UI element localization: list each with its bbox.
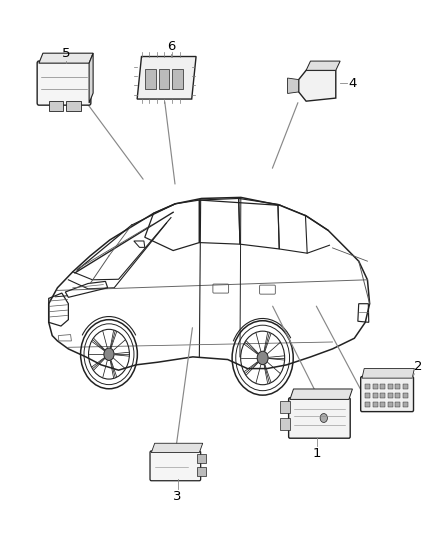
FancyBboxPatch shape — [388, 384, 393, 390]
FancyBboxPatch shape — [66, 101, 81, 111]
FancyBboxPatch shape — [380, 402, 385, 407]
Polygon shape — [137, 56, 196, 99]
FancyBboxPatch shape — [150, 451, 201, 481]
FancyBboxPatch shape — [197, 467, 206, 475]
Polygon shape — [306, 61, 340, 70]
FancyBboxPatch shape — [403, 402, 408, 407]
FancyBboxPatch shape — [365, 402, 370, 407]
FancyBboxPatch shape — [395, 402, 400, 407]
Circle shape — [320, 414, 328, 423]
FancyBboxPatch shape — [172, 69, 183, 89]
FancyBboxPatch shape — [403, 384, 408, 390]
FancyBboxPatch shape — [280, 418, 290, 430]
Text: 3: 3 — [173, 490, 182, 503]
FancyBboxPatch shape — [395, 393, 400, 398]
Text: 6: 6 — [167, 41, 175, 53]
Polygon shape — [299, 70, 336, 101]
FancyBboxPatch shape — [145, 69, 155, 89]
FancyBboxPatch shape — [388, 393, 393, 398]
Polygon shape — [362, 368, 414, 378]
FancyBboxPatch shape — [373, 393, 378, 398]
Polygon shape — [288, 78, 299, 93]
FancyBboxPatch shape — [37, 61, 91, 105]
FancyBboxPatch shape — [365, 384, 370, 390]
Polygon shape — [89, 53, 93, 103]
FancyBboxPatch shape — [380, 384, 385, 390]
FancyBboxPatch shape — [373, 384, 378, 390]
FancyBboxPatch shape — [388, 402, 393, 407]
Polygon shape — [290, 389, 353, 399]
Text: 4: 4 — [348, 77, 357, 90]
Text: 5: 5 — [62, 47, 71, 60]
FancyBboxPatch shape — [365, 393, 370, 398]
Circle shape — [257, 351, 268, 365]
Polygon shape — [151, 443, 203, 453]
FancyBboxPatch shape — [373, 402, 378, 407]
FancyBboxPatch shape — [49, 101, 64, 111]
FancyBboxPatch shape — [360, 376, 413, 411]
FancyBboxPatch shape — [280, 401, 290, 413]
FancyBboxPatch shape — [289, 398, 350, 438]
Polygon shape — [39, 53, 93, 63]
Text: 2: 2 — [414, 360, 423, 373]
FancyBboxPatch shape — [197, 455, 206, 463]
FancyBboxPatch shape — [159, 69, 169, 89]
FancyBboxPatch shape — [395, 384, 400, 390]
Circle shape — [104, 348, 114, 360]
FancyBboxPatch shape — [403, 393, 408, 398]
Text: 1: 1 — [313, 447, 321, 461]
FancyBboxPatch shape — [380, 393, 385, 398]
